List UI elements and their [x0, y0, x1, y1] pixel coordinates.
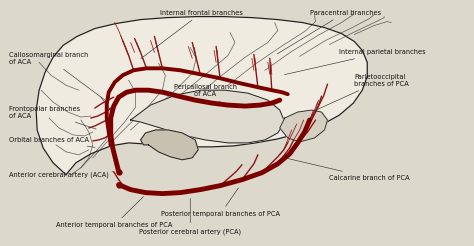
Polygon shape [131, 90, 285, 143]
Text: Parietooccipital
branches of PCA: Parietooccipital branches of PCA [314, 74, 409, 111]
Text: Internal parietal branches: Internal parietal branches [284, 49, 426, 75]
Text: Anterior cerebral artery (ACA): Anterior cerebral artery (ACA) [9, 171, 113, 178]
Text: Orbital branches of ACA: Orbital branches of ACA [9, 137, 95, 147]
Text: Posterior cerebral artery (PCA): Posterior cerebral artery (PCA) [139, 198, 241, 235]
Polygon shape [141, 130, 198, 160]
Text: Pericallosal branch
of ACA: Pericallosal branch of ACA [173, 84, 237, 102]
Text: Paracentral branches: Paracentral branches [277, 10, 381, 54]
Text: Posterior temporal branches of PCA: Posterior temporal branches of PCA [161, 188, 280, 217]
Text: Frontopolar branches
of ACA: Frontopolar branches of ACA [9, 106, 96, 129]
Text: Internal frontal branches: Internal frontal branches [141, 10, 243, 59]
Text: Anterior temporal branches of PCA: Anterior temporal branches of PCA [56, 197, 173, 229]
Polygon shape [280, 110, 328, 142]
Text: Callosomarginal branch
of ACA: Callosomarginal branch of ACA [9, 52, 106, 100]
Text: Calcarine branch of PCA: Calcarine branch of PCA [287, 158, 410, 181]
Polygon shape [36, 16, 367, 175]
